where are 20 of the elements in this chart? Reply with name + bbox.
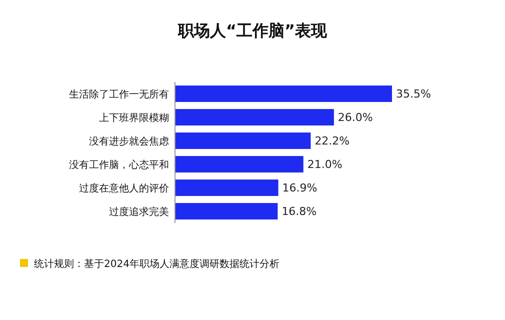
- data-label: 16.9%: [282, 182, 318, 195]
- y-tick-label: 没有进步就会焦虑: [89, 135, 169, 148]
- data-label: 26.0%: [338, 111, 373, 124]
- bar: [175, 132, 311, 149]
- bar: [175, 180, 278, 196]
- text: 统计规则：基于2024年职场人满意度调研数据统计分析: [34, 258, 280, 270]
- data-label: 35.5%: [396, 88, 431, 101]
- bar: [175, 156, 304, 172]
- y-tick-label: 过度追求完美: [109, 206, 169, 218]
- data-label: 16.8%: [282, 205, 317, 218]
- bar: [175, 86, 392, 102]
- data-label: 22.2%: [314, 134, 350, 148]
- bar: [175, 203, 278, 220]
- chart-title: 职场人“工作脑”表现: [176, 21, 328, 40]
- y-tick-label: 没有工作脑，心态平和: [69, 158, 169, 171]
- y-tick-label: 上下班界限模糊: [99, 112, 169, 124]
- y-tick-label: 过度在意他人的评价: [79, 182, 169, 194]
- y-tick-label: 生活除了工作一无所有: [69, 88, 169, 100]
- bar: [175, 109, 334, 126]
- data-label: 21.0%: [307, 158, 342, 172]
